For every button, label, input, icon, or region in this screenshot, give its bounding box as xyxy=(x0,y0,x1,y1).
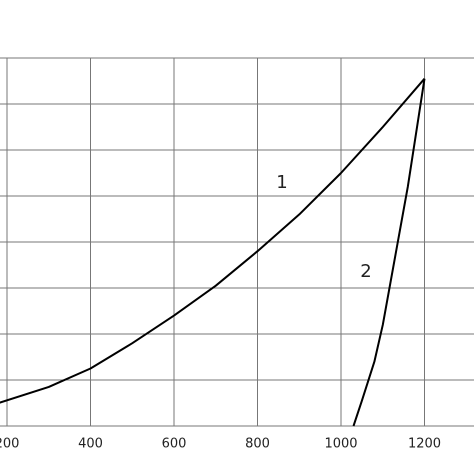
line xyxy=(0,78,426,404)
x-tick-label: 1000 xyxy=(324,437,357,452)
x-tick-label: 200 xyxy=(0,437,19,452)
x-tick-label: 1200 xyxy=(408,437,441,452)
x-tick-label: 800 xyxy=(245,437,270,452)
x-tick-label: 400 xyxy=(78,437,103,452)
series-label: 1 xyxy=(276,172,287,193)
line xyxy=(352,78,426,427)
x-tick-label: 600 xyxy=(162,437,187,452)
series-label: 2 xyxy=(360,261,371,282)
